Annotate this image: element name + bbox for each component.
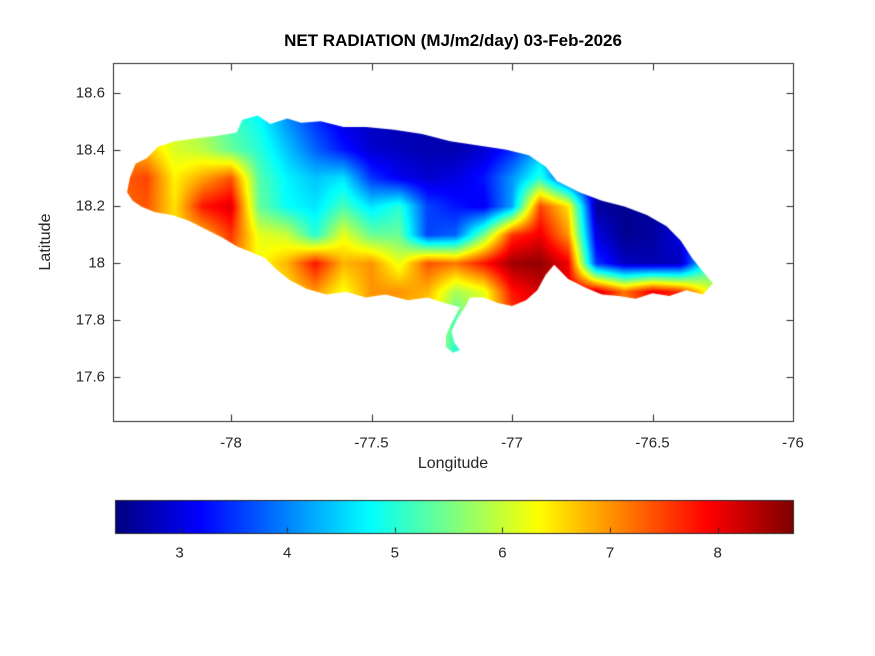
colorbar-tick-label: 6 — [498, 544, 507, 562]
colorbar-tick-label: 4 — [283, 544, 292, 562]
x-tick-label: -76.5 — [635, 434, 670, 452]
y-tick-label: 18 — [88, 254, 105, 272]
y-tick-label: 17.8 — [75, 311, 105, 329]
colorbar-tick-label: 7 — [605, 544, 615, 562]
colorbar-tick-label: 3 — [175, 544, 184, 562]
chart-title: NET RADIATION (MJ/m2/day) 03-Feb-2026 — [284, 31, 622, 50]
y-tick-label: 18.2 — [75, 197, 105, 215]
x-tick-label: -77.5 — [354, 434, 389, 452]
x-tick-label: -78 — [220, 434, 242, 452]
y-axis-label: Latitude — [37, 213, 54, 271]
x-axis-label: Longitude — [417, 455, 489, 472]
x-tick-label: -77 — [501, 434, 523, 452]
x-tick-label: -76 — [782, 434, 804, 452]
y-tick-label: 18.4 — [75, 141, 105, 159]
y-tick-label: 17.6 — [75, 368, 105, 386]
colorbar-tick-label: 5 — [390, 544, 399, 562]
y-tick-label: 18.6 — [75, 84, 105, 102]
colorbar-tick-label: 8 — [713, 544, 722, 562]
